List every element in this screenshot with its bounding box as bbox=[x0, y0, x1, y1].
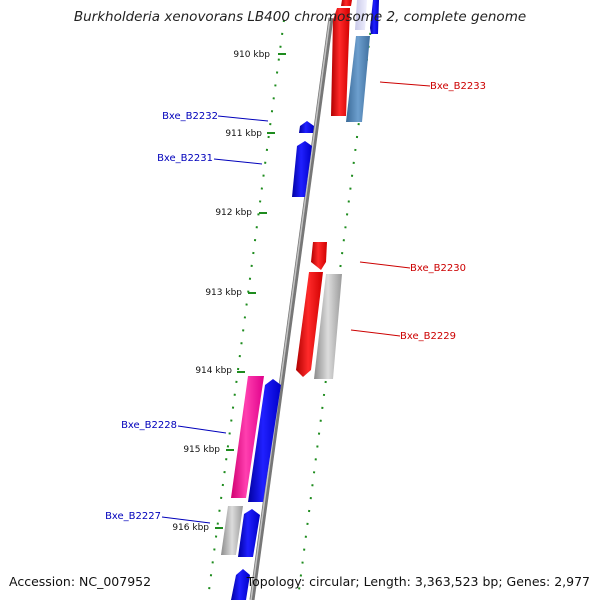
tick-label: 914 kbp bbox=[195, 366, 232, 376]
gene-bxe-b2228-arrow[interactable] bbox=[248, 379, 281, 502]
gene-label-bxe-b2230[interactable]: Bxe_B2230 bbox=[410, 263, 466, 274]
map-title: Burkholderia xenovorans LB400 chromosome… bbox=[73, 9, 527, 25]
gene-label-leaders bbox=[161, 81, 431, 524]
gene-label-bxe-b2228[interactable]: Bxe_B2228 bbox=[121, 420, 177, 431]
leader-line-bxe-b2232 bbox=[217, 115, 269, 122]
gene-red-feature[interactable] bbox=[296, 272, 323, 377]
gene-bxe-b2229-feature[interactable] bbox=[314, 274, 342, 379]
gene-bxe-b2227-arrow[interactable] bbox=[238, 509, 260, 557]
gene-label-bxe-b2231[interactable]: Bxe_B2231 bbox=[157, 153, 213, 164]
genome-summary-text: Topology: circular; Length: 3,363,523 bp… bbox=[246, 574, 590, 589]
leader-line-bxe-b2230 bbox=[359, 261, 411, 269]
tick-label: 911 kbp bbox=[225, 129, 262, 139]
leader-line-bxe-b2227 bbox=[161, 516, 211, 524]
tick-label: 916 kbp bbox=[172, 523, 209, 533]
leader-line-bxe-b2229 bbox=[350, 329, 401, 337]
scale-tick-labels: 910 kbp 911 kbp 912 kbp 913 kbp 914 kbp … bbox=[172, 50, 270, 533]
gene-label-bxe-b2233[interactable]: Bxe_B2233 bbox=[430, 81, 486, 92]
gene-label-bxe-b2232[interactable]: Bxe_B2232 bbox=[162, 111, 218, 122]
leader-line-bxe-b2228 bbox=[177, 425, 227, 434]
accession-text: Accession: NC_007952 bbox=[9, 574, 152, 589]
gene-bottom-blue-arrow[interactable] bbox=[231, 569, 250, 600]
tick-label: 915 kbp bbox=[183, 445, 220, 455]
tick-label: 910 kbp bbox=[233, 50, 270, 60]
gene-labels: Bxe_B2233 Bxe_B2232 Bxe_B2231 Bxe_B2230 … bbox=[105, 81, 486, 522]
gene-label-bxe-b2229[interactable]: Bxe_B2229 bbox=[400, 331, 456, 342]
tick-label: 912 kbp bbox=[215, 208, 252, 218]
gene-grey-feature[interactable] bbox=[221, 506, 243, 555]
gene-neighbor-pale-arrow[interactable] bbox=[355, 0, 367, 30]
gene-bxe-b2234-arrow[interactable] bbox=[341, 0, 352, 6]
scale-tick-marks bbox=[215, 53, 286, 529]
gene-label-bxe-b2227[interactable]: Bxe_B2227 bbox=[105, 511, 161, 522]
leader-line-bxe-b2231 bbox=[213, 158, 263, 165]
gene-bxe-b2232-arrow[interactable] bbox=[299, 121, 314, 133]
leader-line-bxe-b2233 bbox=[379, 81, 431, 87]
gene-features bbox=[221, 0, 379, 600]
inner-guide-line bbox=[207, 19, 285, 599]
chromosome-backbone bbox=[249, 17, 334, 601]
gene-steelblue-feature[interactable] bbox=[346, 36, 370, 122]
gene-bxe-b2231-arrow[interactable] bbox=[292, 141, 312, 197]
gene-bxe-b2230-arrow[interactable] bbox=[311, 242, 327, 270]
gene-bxe-b2233-arrow[interactable] bbox=[331, 8, 350, 116]
gene-top-blue-arrow[interactable] bbox=[370, 0, 379, 34]
tick-label: 913 kbp bbox=[205, 288, 242, 298]
gene-pink-feature[interactable] bbox=[231, 376, 264, 498]
